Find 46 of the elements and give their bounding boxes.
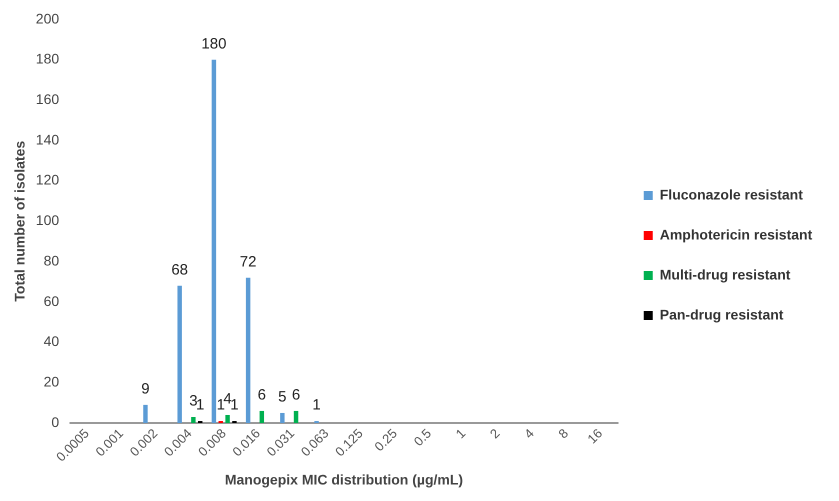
data-label: 3 <box>189 392 198 410</box>
x-tick-label: 1 <box>452 426 468 442</box>
y-tick-label: 120 <box>36 172 60 188</box>
x-tick-label: 4 <box>521 426 537 442</box>
bar <box>260 410 264 424</box>
data-label: 4 <box>223 390 232 408</box>
y-tick-label: 140 <box>36 131 60 148</box>
data-label: 1 <box>196 396 204 414</box>
x-tick-label: 2 <box>486 426 503 442</box>
data-label: 1 <box>230 396 239 414</box>
x-tick-label: 16 <box>584 426 606 446</box>
bar <box>177 286 182 424</box>
data-label: 6 <box>292 386 300 404</box>
y-tick-label: 200 <box>36 10 60 26</box>
y-tick-label: 180 <box>36 50 60 67</box>
data-label: 5 <box>278 388 287 406</box>
x-axis-title: Manogepix MIC distribution (µg/mL) <box>224 471 464 488</box>
x-tick-label: 0.5 <box>410 426 434 450</box>
data-label: 6 <box>258 386 266 404</box>
data-label: 1 <box>216 396 225 414</box>
data-label: 1 <box>312 396 321 414</box>
bar <box>191 417 196 424</box>
bar <box>143 404 148 424</box>
data-label: 180 <box>201 35 226 52</box>
y-tick-label: 60 <box>44 292 60 309</box>
legend-label: Fluconazole resistant <box>660 186 804 202</box>
y-axis-title: Total number of isolates <box>11 140 28 302</box>
x-tick-label: 0.25 <box>371 426 400 454</box>
legend-label: Amphotericin resistant <box>660 226 813 242</box>
y-tick-label: 160 <box>36 90 60 107</box>
legend-label: Pan-drug resistant <box>660 306 784 322</box>
data-label: 72 <box>240 253 256 270</box>
bar <box>225 414 230 424</box>
x-tick-label: 8 <box>555 426 572 442</box>
data-label: 68 <box>171 261 188 278</box>
y-tick-label: 40 <box>44 333 60 350</box>
bar <box>280 412 285 424</box>
y-tick-label: 0 <box>51 414 60 430</box>
bar <box>294 410 298 424</box>
legend-label: Multi-drug resistant <box>660 266 791 282</box>
y-tick-label: 80 <box>44 252 60 268</box>
y-tick-label: 100 <box>36 212 60 228</box>
bar <box>212 60 216 424</box>
y-tick-label: 20 <box>44 374 60 390</box>
data-label: 9 <box>141 380 150 398</box>
bar <box>246 278 250 424</box>
